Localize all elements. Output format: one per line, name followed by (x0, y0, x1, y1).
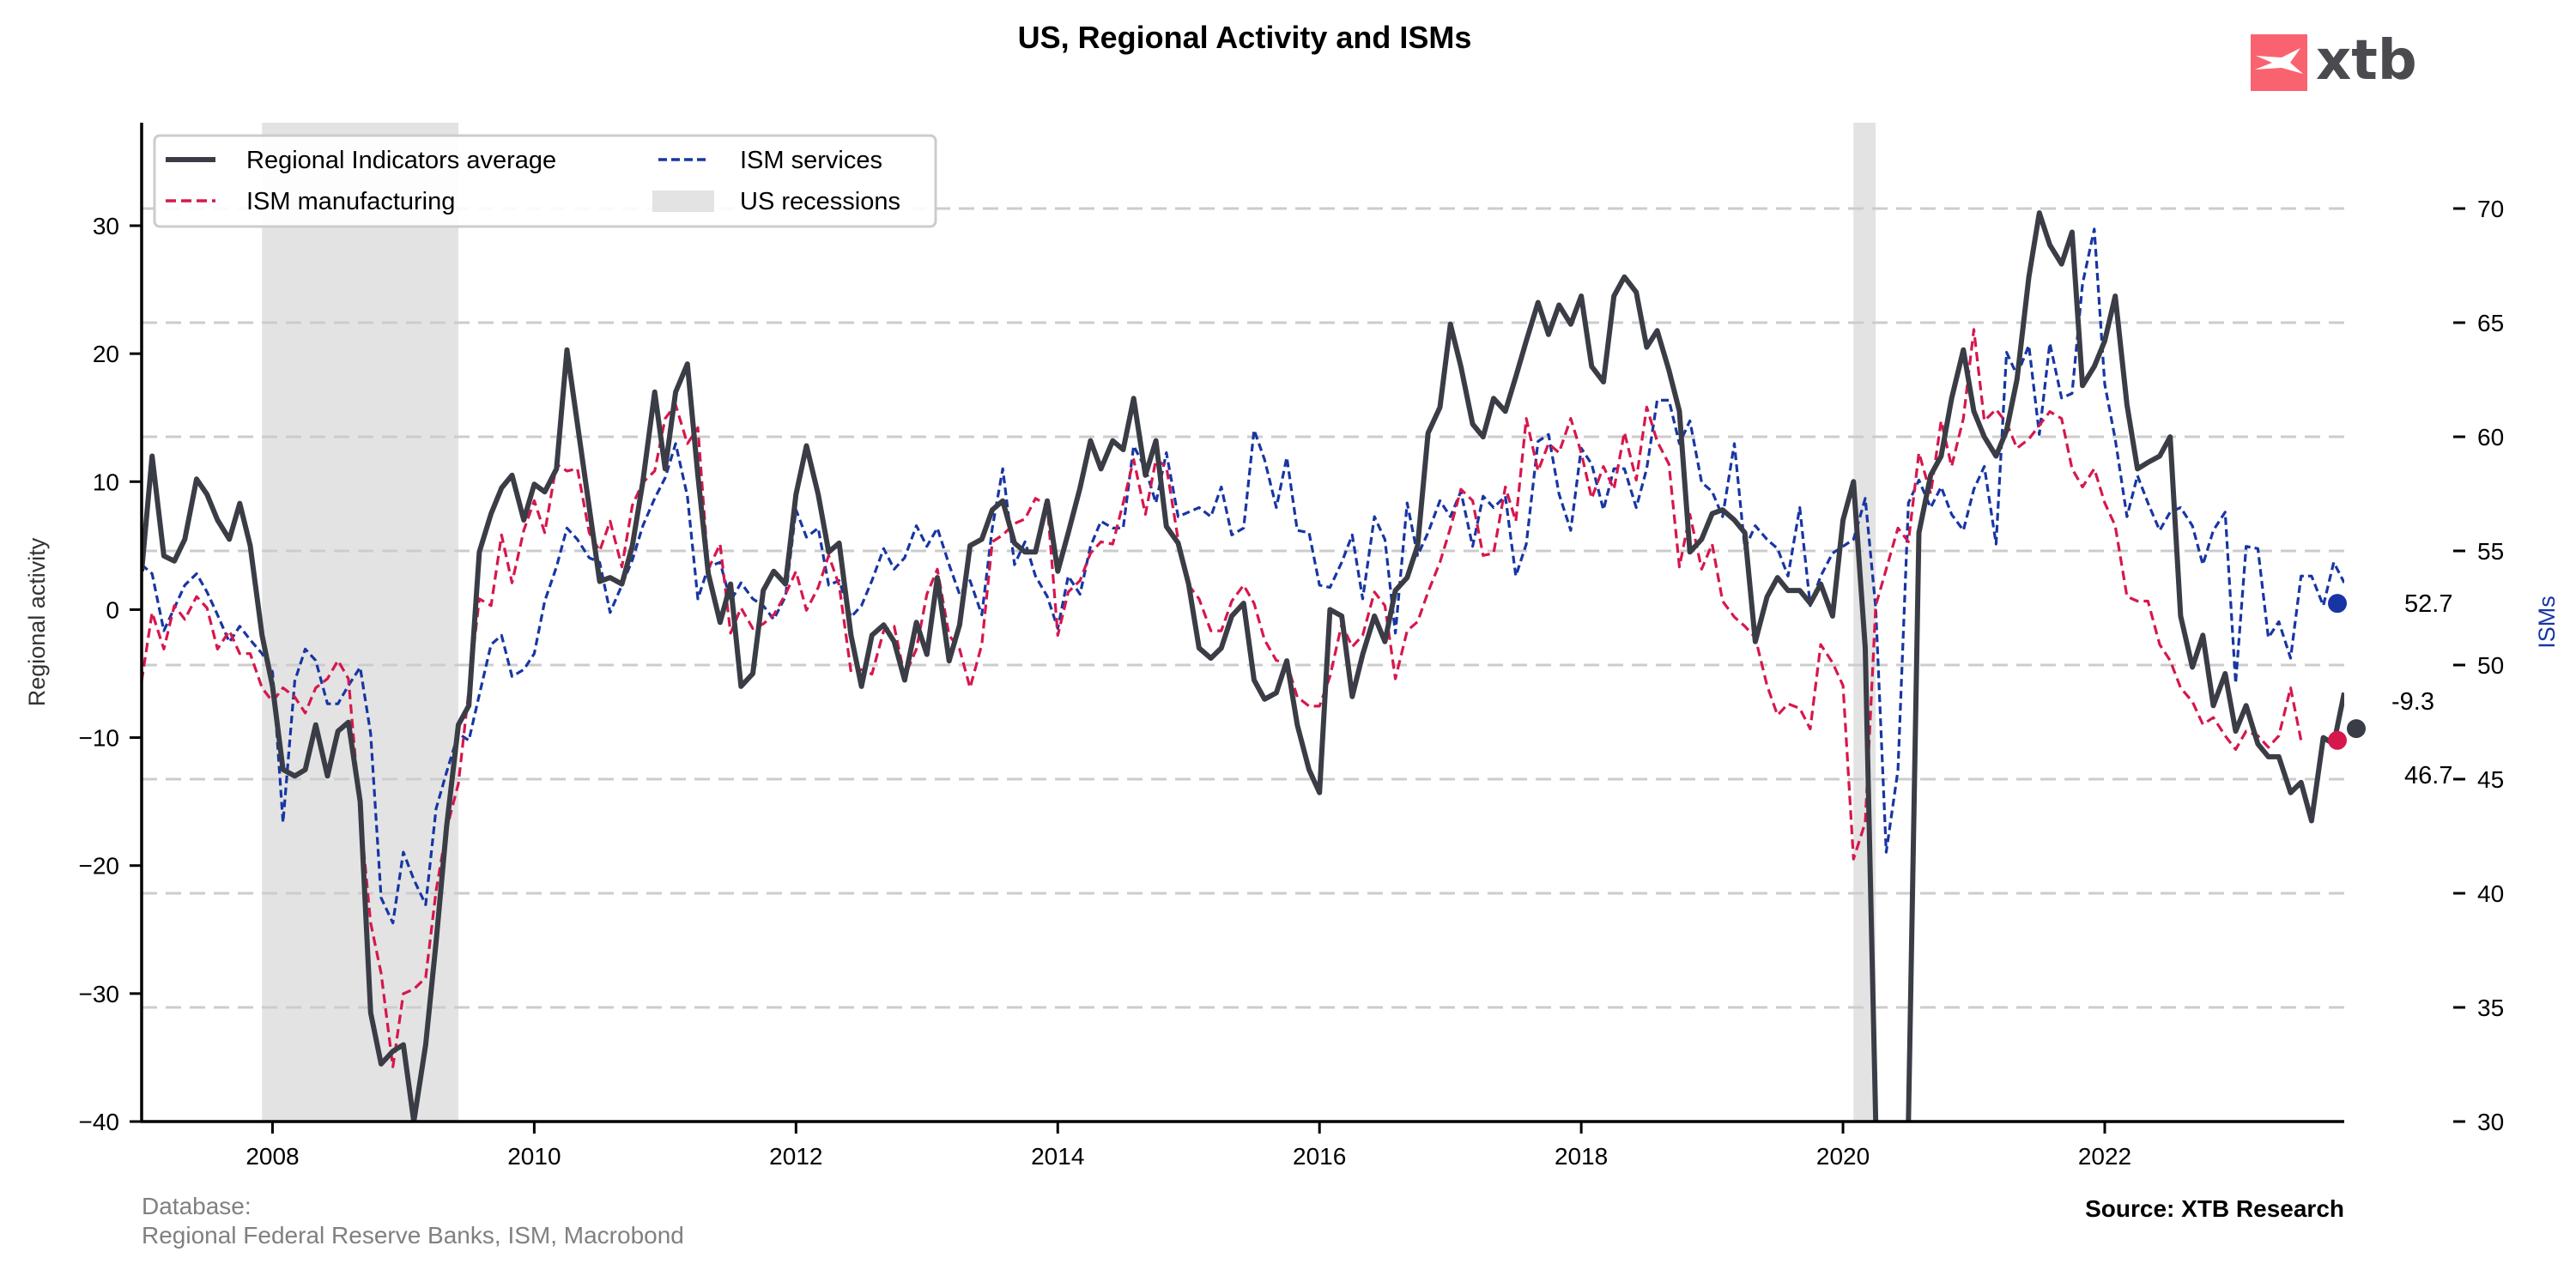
xtb-logo: xtb (2251, 29, 2417, 93)
legend-label-ism-services: ISM services (740, 147, 882, 174)
footer-database-sources: Regional Federal Reserve Banks, ISM, Mac… (142, 1222, 684, 1249)
y-tick-label: −30 (79, 981, 120, 1007)
chart-title: US, Regional Activity and ISMs (1018, 20, 1472, 55)
end-marker (2328, 594, 2347, 614)
y-tick-label: −10 (79, 725, 120, 752)
legend-label-ism-manufacturing: ISM manufacturing (246, 188, 455, 215)
legend-label-regional: Regional Indicators average (246, 147, 556, 174)
recession-band (262, 123, 458, 1122)
footer-source: Source: XTB Research (2085, 1195, 2344, 1222)
y-tick-label: −40 (79, 1109, 120, 1135)
x-tick-label: 2012 (769, 1143, 822, 1170)
ticks: 2008 2010 2012 2014 2016 2018 2020 2022−40−30−2… (79, 196, 2505, 1170)
recession-bands (262, 123, 1876, 1122)
footer-database-label: Database: (142, 1193, 252, 1219)
series-line-ism-services (142, 227, 2344, 925)
y-tick-label: 10 (93, 469, 119, 495)
y2-tick-label: 50 (2477, 652, 2504, 679)
y2-axis-label: ISMs (2534, 596, 2560, 649)
x-tick-label: 2016 (1293, 1143, 1346, 1170)
y2-tick-label: 45 (2477, 766, 2504, 793)
series-line-ism-manufacturing (142, 328, 2303, 1068)
y2-tick-label: 35 (2477, 995, 2504, 1021)
series-line-regional-indicators-average (142, 210, 2344, 1122)
y-tick-label: 0 (106, 596, 119, 623)
y-tick-label: 20 (93, 341, 119, 367)
y2-tick-label: 30 (2477, 1109, 2504, 1135)
y-tick-label: 30 (93, 213, 119, 239)
axes (140, 123, 2344, 1123)
x-tick-label: 2014 (1031, 1143, 1084, 1170)
end-labels: 52.7 -9.3 46.7 (2328, 590, 2452, 789)
y2-tick-label: 40 (2477, 880, 2504, 907)
end-marker (2347, 719, 2366, 739)
x-tick-label: 2020 (1816, 1143, 1870, 1170)
y2-tick-label: 60 (2477, 424, 2504, 451)
y2-tick-label: 70 (2477, 196, 2504, 222)
logo-wordmark: xtb (2316, 29, 2417, 93)
y-tick-label: −20 (79, 853, 120, 880)
end-label: -9.3 (2391, 688, 2434, 716)
logo-x-glyph-icon (2255, 48, 2303, 74)
end-label: 52.7 (2404, 590, 2452, 618)
x-tick-label: 2008 (245, 1143, 299, 1170)
end-label: 46.7 (2404, 762, 2452, 789)
x-tick-label: 2022 (2078, 1143, 2131, 1170)
y-axis-label: Regional activity (24, 537, 50, 706)
y2-tick-label: 65 (2477, 310, 2504, 336)
legend-box (153, 134, 937, 228)
end-marker (2328, 730, 2347, 750)
x-tick-label: 2010 (507, 1143, 561, 1170)
legend-swatch-recessions (652, 190, 714, 212)
legend-label-recessions: US recessions (740, 188, 900, 215)
legend: Regional Indicators average ISM manufact… (153, 134, 937, 228)
x-tick-label: 2018 (1555, 1143, 1608, 1170)
series-layer (142, 210, 2344, 1122)
y2-tick-label: 55 (2477, 538, 2504, 565)
